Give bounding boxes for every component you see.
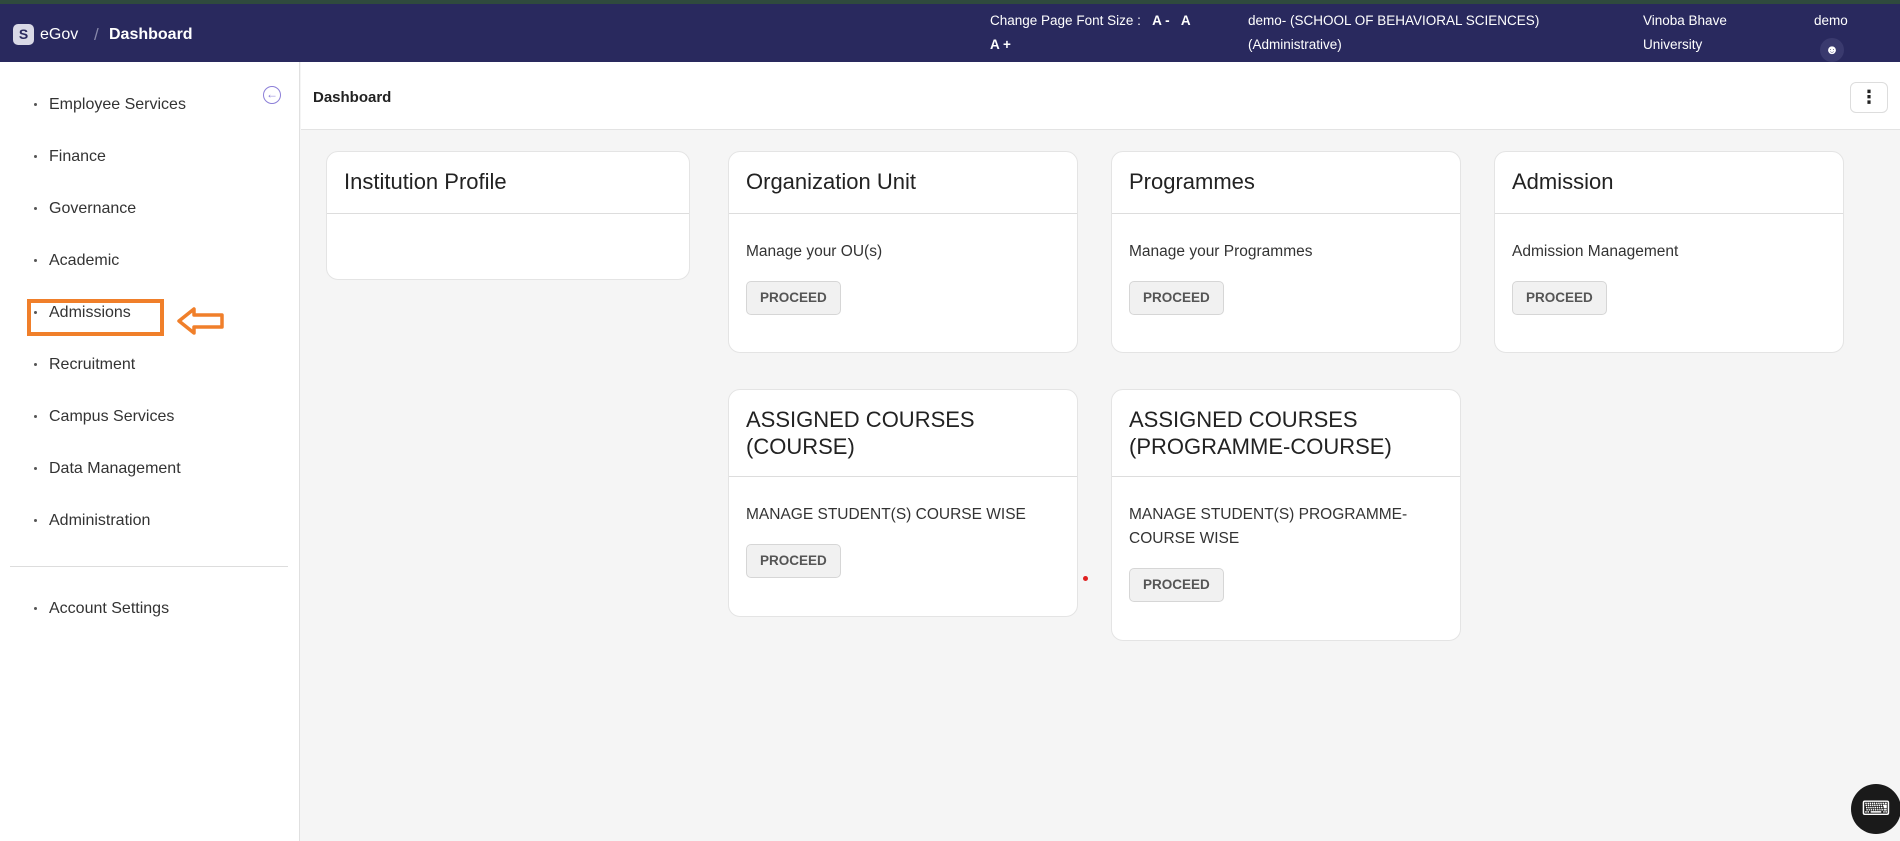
card-institution-profile[interactable]: Institution Profile (326, 151, 690, 280)
sidebar-item-campus-services[interactable]: Campus Services (34, 408, 174, 426)
card-assigned-courses-programme-course: ASSIGNED COURSES (PROGRAMME-COURSE) MANA… (1111, 389, 1461, 641)
card-description: Manage your Programmes (1129, 243, 1313, 260)
role-line2: (Administrative) (1248, 37, 1342, 52)
page-titlebar: Dashboard ⋮ (301, 62, 1900, 130)
sidebar-item-label: Campus Services (49, 408, 175, 425)
card-description: Manage your OU(s) (746, 243, 883, 260)
sidebar: ← Employee Services Finance Governance A… (0, 62, 300, 841)
card-title: Institution Profile (327, 152, 689, 214)
university-line1: Vinoba Bhave (1643, 13, 1727, 28)
user-avatar-icon[interactable]: ☻ (1820, 38, 1844, 62)
window-top-strip (0, 0, 1900, 4)
sidebar-item-label: Administration (49, 512, 151, 529)
logo[interactable]: S (13, 24, 34, 45)
card-title: Programmes (1112, 152, 1460, 214)
sidebar-item-label: Finance (49, 148, 106, 165)
more-options-icon[interactable]: ⋮ (1850, 82, 1888, 113)
sidebar-item-governance[interactable]: Governance (34, 200, 136, 218)
card-description: Admission Management (1512, 243, 1679, 260)
university-info: Vinoba Bhave University (1643, 9, 1727, 57)
card-title: Admission (1495, 152, 1843, 214)
sidebar-item-administration[interactable]: Administration (34, 512, 150, 530)
font-size-control: Change Page Font Size : A - A A + (990, 9, 1191, 57)
card-title: ASSIGNED COURSES (COURSE) (729, 390, 1077, 477)
sidebar-item-finance[interactable]: Finance (34, 148, 106, 166)
collapse-sidebar-icon[interactable]: ← (263, 86, 281, 104)
red-dot-marker (1083, 576, 1088, 581)
sidebar-item-data-management[interactable]: Data Management (34, 460, 181, 478)
card-description: MANAGE STUDENT(S) PROGRAMME-COURSE WISE (1129, 506, 1408, 547)
role-info[interactable]: demo- (SCHOOL OF BEHAVIORAL SCIENCES) (A… (1248, 9, 1539, 57)
card-programmes: Programmes Manage your Programmes PROCEE… (1111, 151, 1461, 353)
card-title: Organization Unit (729, 152, 1077, 214)
sidebar-item-label: Employee Services (49, 96, 186, 113)
proceed-button[interactable]: PROCEED (1512, 281, 1607, 315)
card-organization-unit: Organization Unit Manage your OU(s) PROC… (728, 151, 1078, 353)
card-admission: Admission Admission Management PROCEED (1494, 151, 1844, 353)
font-size-label: Change Page Font Size : (990, 13, 1141, 28)
sidebar-item-label: Account Settings (49, 600, 170, 617)
brand-name[interactable]: eGov (40, 26, 79, 43)
sidebar-item-recruitment[interactable]: Recruitment (34, 356, 135, 374)
sidebar-divider (10, 566, 288, 567)
font-decrease-button[interactable]: A - (1152, 13, 1170, 28)
card-title: ASSIGNED COURSES (PROGRAMME-COURSE) (1112, 390, 1460, 477)
sidebar-item-academic[interactable]: Academic (34, 252, 119, 270)
university-line2: University (1643, 37, 1703, 52)
sidebar-item-account-settings[interactable]: Account Settings (34, 600, 169, 618)
card-description: MANAGE STUDENT(S) COURSE WISE (746, 506, 1026, 523)
card-title-text: ASSIGNED COURSES (PROGRAMME-COURSE) (1129, 407, 1392, 459)
role-line1: demo- (SCHOOL OF BEHAVIORAL SCIENCES) (1248, 13, 1540, 28)
breadcrumb-separator: / (94, 25, 99, 44)
top-header: S eGov / Dashboard Change Page Font Size… (0, 4, 1900, 62)
proceed-button[interactable]: PROCEED (1129, 568, 1224, 602)
sidebar-item-admissions[interactable]: Admissions (34, 304, 131, 322)
sidebar-item-label: Data Management (49, 460, 181, 477)
sidebar-item-label: Recruitment (49, 356, 136, 373)
card-assigned-courses-course: ASSIGNED COURSES (COURSE) MANAGE STUDENT… (728, 389, 1078, 617)
page-title: Dashboard (313, 89, 392, 106)
keyboard-icon[interactable]: ⌨ (1851, 784, 1900, 834)
sidebar-item-label: Academic (49, 252, 120, 269)
proceed-button[interactable]: PROCEED (746, 544, 841, 578)
font-increase-button[interactable]: A + (990, 37, 1011, 52)
sidebar-item-label: Governance (49, 200, 137, 217)
proceed-button[interactable]: PROCEED (746, 281, 841, 315)
proceed-button[interactable]: PROCEED (1129, 281, 1224, 315)
breadcrumb-dashboard[interactable]: Dashboard (109, 26, 193, 43)
highlight-box-annotation (27, 299, 164, 336)
sidebar-item-employee-services[interactable]: Employee Services (34, 96, 186, 114)
sidebar-item-label: Admissions (49, 304, 131, 321)
arrow-left-annotation-icon (177, 307, 224, 335)
font-reset-button[interactable]: A (1180, 13, 1191, 28)
user-name[interactable]: demo (1814, 13, 1848, 28)
